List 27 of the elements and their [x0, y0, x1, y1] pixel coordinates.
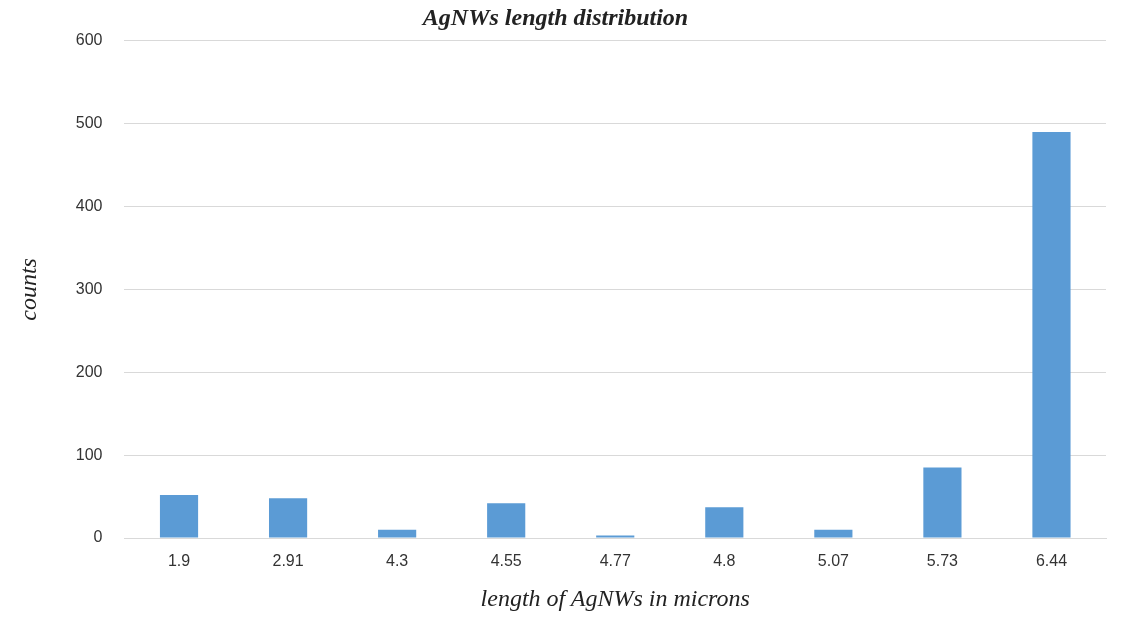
x-tick-label: 6.44	[1035, 552, 1068, 570]
x-tick-label: 1.9	[167, 552, 191, 570]
bar	[814, 529, 853, 538]
bar	[1032, 131, 1071, 538]
bar	[923, 467, 962, 538]
bar	[159, 494, 199, 538]
bar	[705, 507, 744, 538]
x-tick-label: 4.8	[713, 552, 736, 570]
x-tick-label: 5.73	[926, 552, 959, 570]
x-axis-title: length of AgNWs in microns	[480, 584, 750, 611]
y-tick-label: 500	[75, 114, 103, 132]
y-axis-title: counts	[14, 258, 41, 321]
bar	[378, 529, 417, 538]
y-tick-label: 200	[75, 362, 103, 380]
chart-title: AgNWs length distribution	[420, 3, 689, 30]
x-tick-label: 5.07	[817, 552, 850, 570]
bar	[269, 498, 308, 538]
y-tick-label: 600	[75, 31, 103, 49]
y-tick-label: 100	[75, 445, 103, 463]
x-tick-label: 4.55	[490, 552, 522, 570]
y-tick-label: 300	[75, 279, 103, 297]
y-tick-label: 400	[75, 196, 103, 214]
x-tick-label: 4.77	[599, 552, 631, 570]
y-tick-label: 0	[93, 528, 103, 546]
x-tick-label: 4.3	[386, 552, 409, 570]
x-tick-label: 2.91	[272, 552, 304, 570]
bar	[487, 503, 526, 538]
